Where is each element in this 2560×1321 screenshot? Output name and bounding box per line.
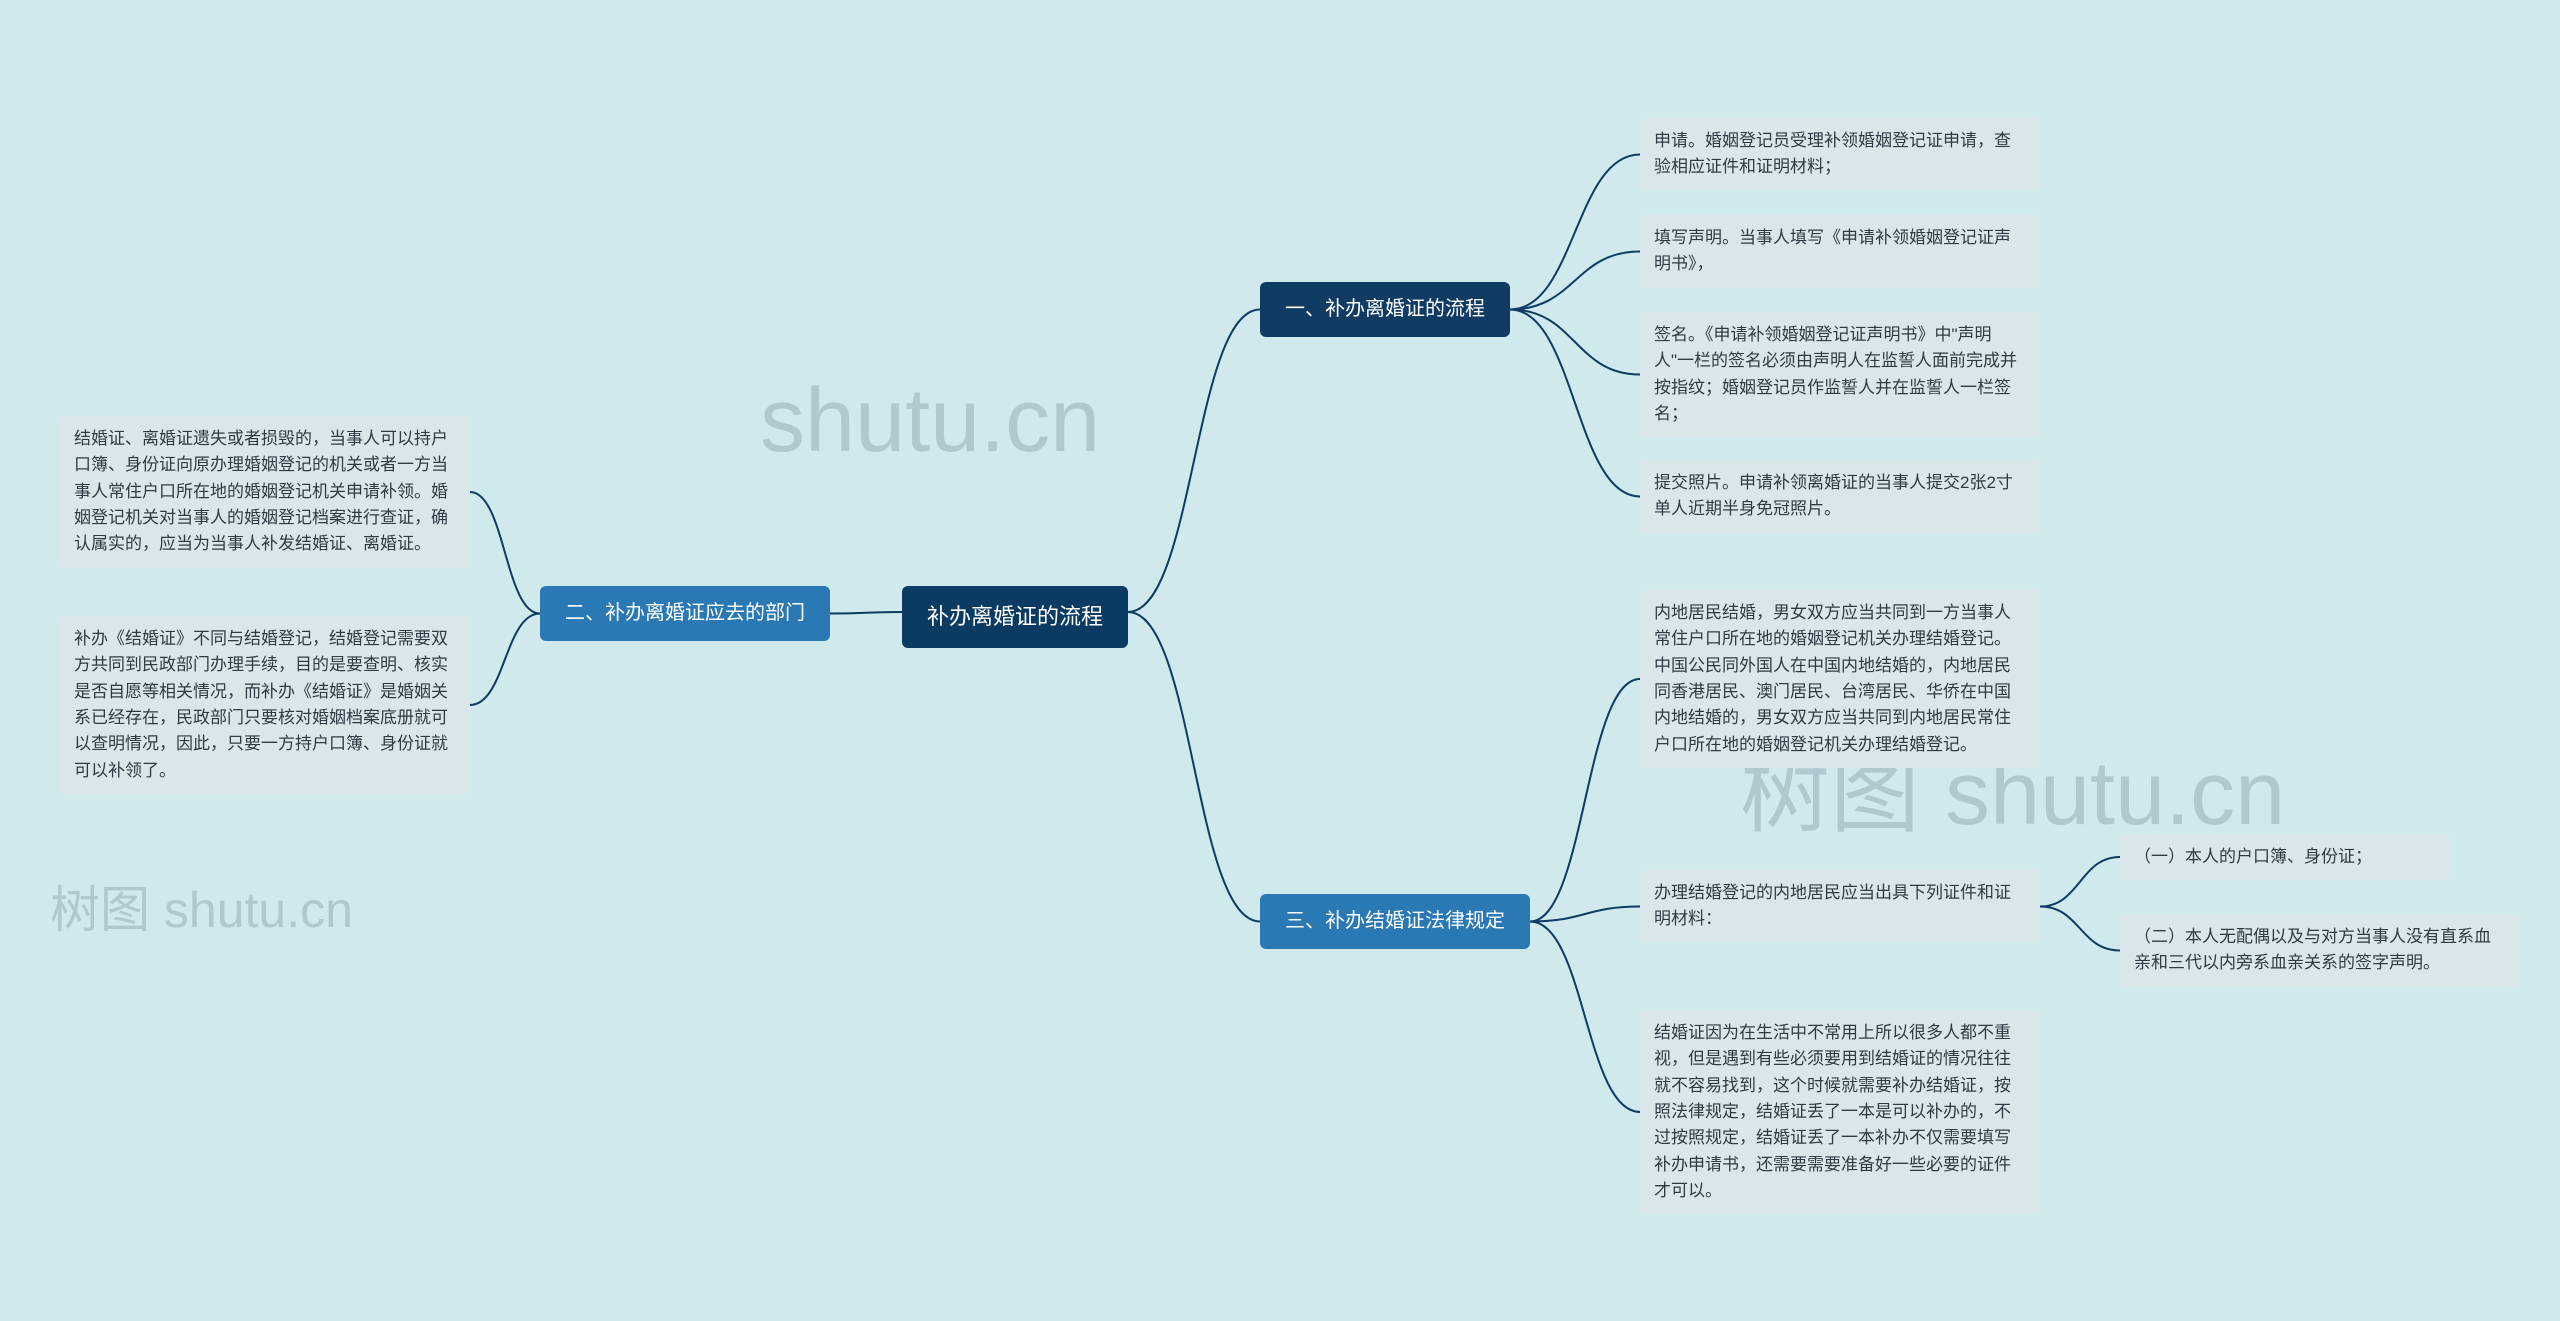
branch-b3[interactable]: 三、补办结婚证法律规定 [1260,894,1530,949]
leaf-b1c1: 申请。婚姻登记员受理补领婚姻登记证申请，查验相应证件和证明材料； [1640,118,2040,191]
connector [1510,155,1640,310]
leaf-b1c2: 填写声明。当事人填写《申请补领婚姻登记证声明书》， [1640,215,2040,288]
connector [1510,310,1640,375]
leaf-b2c2: 补办《结婚证》不同与结婚登记，结婚登记需要双方共同到民政部门办理手续，目的是要查… [60,616,470,794]
leaf-b3c3: 结婚证因为在生活中不常用上所以很多人都不重视，但是遇到有些必须要用到结婚证的情况… [1640,1010,2040,1214]
leaf-b1c4: 提交照片。申请补领离婚证的当事人提交2张2寸单人近期半身免冠照片。 [1640,460,2040,533]
leaf-b1c3: 签名。《申请补领婚姻登记证声明书》中"声明人"一栏的签名必须由声明人在监誓人面前… [1640,312,2040,437]
connector [2040,857,2120,907]
connector [1530,679,1640,922]
connector [1510,310,1640,497]
branch-b1[interactable]: 一、补办离婚证的流程 [1260,282,1510,337]
connector [470,492,540,614]
root-node[interactable]: 补办离婚证的流程 [902,586,1128,648]
branch-b2[interactable]: 二、补办离婚证应去的部门 [540,586,830,641]
connector [470,614,540,706]
connector [2040,907,2120,951]
leaf-b3c2: 办理结婚登记的内地居民应当出具下列证件和证明材料： [1640,870,2040,943]
connector [1530,922,1640,1113]
leaf-b3c1: 内地居民结婚，男女双方应当共同到一方当事人常住户口所在地的婚姻登记机关办理结婚登… [1640,590,2040,768]
leaf-b3c2a: （一）本人的户口簿、身份证； [2120,834,2450,880]
leaf-b3c2b: （二）本人无配偶以及与对方当事人没有直系血亲和三代以内旁系血亲关系的签字声明。 [2120,914,2520,987]
connector [830,612,902,614]
connector [1510,252,1640,310]
leaf-b2c1: 结婚证、离婚证遗失或者损毁的，当事人可以持户口簿、身份证向原办理婚姻登记的机关或… [60,416,470,568]
connector [1128,612,1260,922]
connector [1128,310,1260,613]
